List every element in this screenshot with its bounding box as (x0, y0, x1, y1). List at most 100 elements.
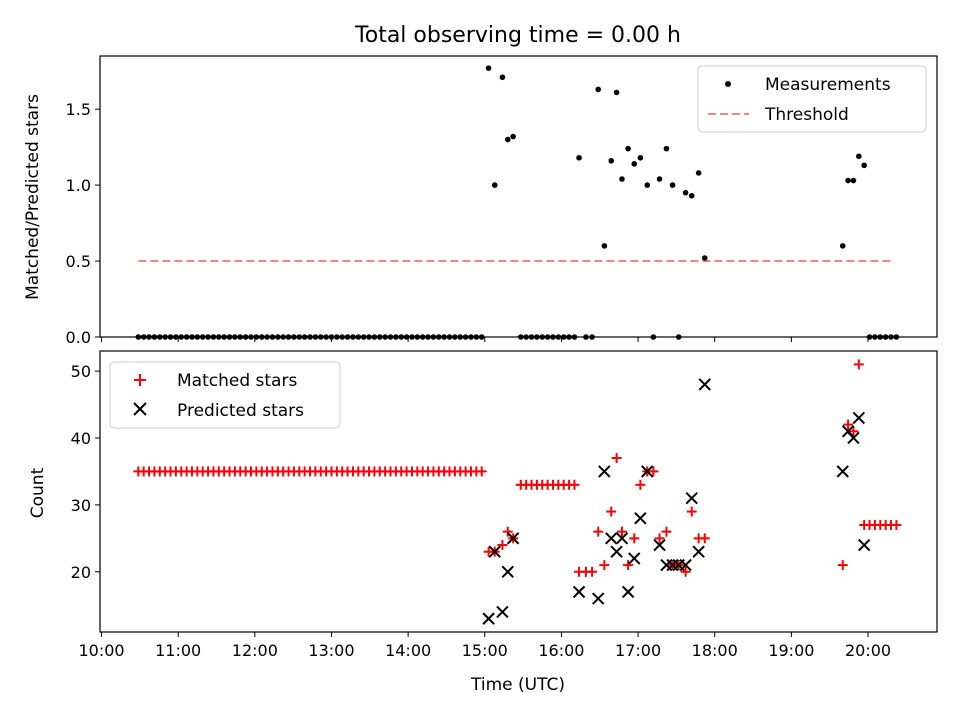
predicted-star-point (836, 465, 849, 478)
measurement-point (499, 74, 506, 81)
predicted-star-stroke-b (698, 378, 711, 391)
predicted-star-stroke-b (621, 585, 635, 599)
x-tick-label: 20:00 (845, 641, 891, 660)
top-legend-box (697, 65, 927, 133)
measurement-point (625, 145, 631, 152)
measurement-point (839, 243, 846, 249)
predicted-star-point (592, 592, 605, 605)
matched-star-point (476, 466, 487, 477)
x-tick-label: 18:00 (692, 641, 738, 660)
measurement-point (619, 176, 625, 182)
count-panel: Count Time (UTC) 20 30 40 50 10:00 11:00 12:0… (28, 350, 938, 695)
predicted-star-stroke-b (852, 411, 866, 425)
matched-star-point (648, 466, 659, 477)
top-axes-frame (99, 55, 938, 338)
predicted-star-stroke-b (488, 545, 501, 558)
matched-star-point (593, 526, 604, 537)
matched-star-point (661, 526, 672, 537)
measurement-point (850, 177, 857, 184)
predicted-star-stroke-b (572, 585, 586, 599)
matched-star-point (497, 540, 508, 551)
matched-star-point (623, 560, 634, 571)
chart-title: Total observing time = 0.00 h (354, 23, 681, 48)
measurement-point (861, 162, 867, 169)
legend-predicted-marker (133, 402, 147, 416)
predicted-star-stroke-b (506, 532, 520, 545)
predicted-star-point (634, 512, 647, 525)
legend-matched-label: Matched stars (177, 371, 297, 391)
bottom-x-ticks: 10:00 11:00 12:00 13:00 14:00 15:00 16:00 17:00… (78, 632, 891, 660)
matched-star-point (599, 560, 610, 571)
predicted-star-stroke-b (610, 545, 623, 558)
predicted-star-point (488, 545, 501, 558)
predicted-star-stroke-b (841, 425, 855, 438)
predicted-star-stroke-b (605, 532, 618, 545)
predicted-star-stroke-b (592, 592, 605, 605)
predicted-star-point (653, 538, 666, 552)
top-y-ticks: 0.0 0.5 1.0 1.5 (66, 100, 100, 347)
predicted-star-stroke-b (653, 538, 666, 552)
predicted-star-point (628, 552, 641, 565)
measurement-point (601, 243, 608, 249)
predicted-star-point (685, 491, 698, 505)
measurement-point (682, 189, 689, 196)
predicted-star-stroke-b (685, 491, 698, 505)
matched-star-point (699, 533, 710, 544)
measurement-point (631, 161, 638, 167)
measurement-point (669, 182, 676, 188)
predicted-star-stroke-b (482, 612, 495, 625)
predicted-star-stroke-b (501, 565, 514, 578)
bottom-y-tick-label: 40 (71, 429, 91, 448)
predicted-star-point (506, 532, 520, 545)
predicted-star-stroke-b (847, 431, 860, 445)
measurement-point (576, 154, 582, 161)
x-tick-label: 12:00 (232, 641, 278, 660)
measurement-point (701, 255, 708, 261)
measurement-point (595, 86, 602, 93)
bottom-legend: Matched stars Predicted stars (109, 361, 341, 429)
predicted-star-point (641, 465, 654, 478)
legend-measurements-label: Measurements (765, 75, 891, 95)
matched-star-point (616, 526, 627, 537)
bottom-legend-box (109, 361, 341, 429)
matched-star-point (837, 560, 848, 571)
measurement-point (656, 176, 663, 182)
legend-matched-marker (134, 374, 146, 386)
x-tick-label: 15:00 (462, 641, 508, 660)
matched-star-point (611, 453, 622, 464)
predicted-star-stroke-b (836, 465, 849, 478)
legend-threshold-label: Threshold (764, 105, 849, 125)
x-tick-label: 19:00 (768, 641, 814, 660)
matched-star-point (654, 533, 665, 544)
matched-star-point (853, 359, 864, 370)
x-tick-label: 16:00 (538, 641, 584, 660)
bottom-y-axis-label: Count (28, 467, 48, 518)
matched-star-point (502, 526, 513, 537)
predicted-star-stroke-b (496, 605, 509, 619)
matched-star-point (569, 479, 580, 490)
predicted-star-point (621, 585, 635, 599)
predicted-star-stroke-b (615, 532, 629, 545)
measurement-point (637, 154, 644, 161)
measurement-point (504, 136, 511, 143)
matched-star-point (848, 426, 859, 437)
measurement-point (613, 89, 620, 96)
matched-star-point (686, 506, 697, 517)
legend-predicted-label: Predicted stars (177, 401, 304, 421)
x-axis-label: Time (UTC) (470, 675, 565, 695)
predicted-star-point (847, 431, 860, 445)
measurement-point (485, 65, 492, 71)
measurement-point (695, 170, 702, 176)
measurement-point (856, 153, 862, 160)
bottom-y-tick-label: 20 (71, 563, 91, 582)
predicted-star-stroke-b (628, 552, 641, 565)
predicted-star-point (605, 532, 618, 545)
top-y-tick-label: 0.5 (66, 252, 91, 271)
predicted-star-stroke-b (857, 538, 871, 552)
ratio-panel: Total observing time = 0.00 h Matched/Pr… (23, 23, 938, 347)
predicted-star-point (852, 411, 866, 425)
predicted-star-point (679, 558, 692, 572)
predicted-star-stroke-b (598, 465, 611, 478)
predicted-star-point (692, 545, 705, 558)
